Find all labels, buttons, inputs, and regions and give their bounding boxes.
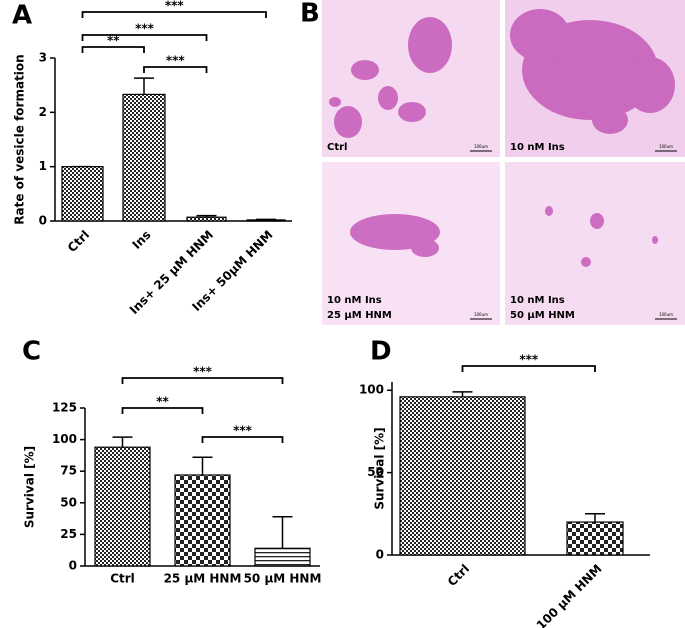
bar: [186, 216, 227, 222]
micrograph-label: Ctrl: [327, 142, 347, 153]
x-tick-label: Ctrl: [110, 572, 135, 586]
y-tick-label: 100: [359, 383, 384, 397]
y-tick-label: 50: [367, 465, 384, 479]
scale-label: 100um: [659, 144, 673, 149]
y-axis-label: Rate of vesicle formation: [13, 54, 27, 224]
significance-label: ***: [233, 424, 253, 438]
significance-bracket: [121, 407, 204, 414]
y-tick-label: 3: [39, 51, 47, 65]
y-tick-label: 100: [52, 432, 77, 446]
x-tick-label: Ins: [129, 228, 153, 252]
y-tick-label: 2: [39, 105, 47, 119]
bar: [61, 166, 104, 222]
y-axis-label: Survival [%]: [373, 427, 387, 509]
panel-letter: A: [12, 1, 32, 31]
panel-letter: B: [300, 0, 320, 29]
micrograph-label: 10 nM Ins: [327, 295, 382, 306]
significance-bracket: [201, 436, 284, 443]
y-tick-label: 50: [60, 495, 77, 509]
significance-label: ***: [166, 54, 186, 68]
y-axis-label: Survival [%]: [23, 446, 37, 528]
y-tick-label: 1: [39, 159, 47, 173]
significance-bracket: [461, 365, 596, 372]
significance-bracket: [143, 66, 208, 73]
x-tick-label: 100 µM HNM: [534, 562, 605, 628]
bar: [566, 521, 624, 556]
significance-label: ***: [193, 365, 213, 379]
scale-label: 100um: [474, 144, 488, 149]
panel-letter: C: [22, 337, 41, 367]
scale-label: 100um: [474, 312, 488, 317]
significance-label: **: [107, 34, 120, 48]
y-tick-label: 0: [69, 559, 77, 573]
panel-letter: D: [370, 337, 392, 367]
bar: [399, 396, 526, 556]
y-tick-label: 125: [52, 401, 77, 415]
x-tick-label: 25 µM HNM: [164, 572, 242, 586]
y-tick-label: 0: [376, 548, 384, 562]
significance-label: ***: [165, 0, 185, 13]
micrographs: [322, 0, 685, 325]
bar: [94, 446, 151, 567]
bar: [246, 219, 286, 222]
scale-label: 100um: [659, 312, 673, 317]
y-tick-label: 0: [39, 214, 47, 228]
micrograph-label: 50 µM HNM: [510, 310, 575, 321]
x-tick-label: 50 µM HNM: [244, 572, 322, 586]
significance-label: ***: [135, 22, 155, 36]
y-tick-label: 25: [60, 527, 77, 541]
micrograph-label: 25 µM HNM: [327, 310, 392, 321]
y-tick-label: 75: [60, 464, 77, 478]
bar: [174, 474, 231, 567]
x-tick-label: Ctrl: [65, 228, 92, 255]
bar: [122, 93, 166, 222]
micrograph-label: 10 nM Ins: [510, 295, 565, 306]
significance-bracket: [81, 11, 267, 18]
significance-bracket: [81, 46, 145, 53]
significance-label: **: [156, 395, 169, 409]
significance-bracket: [81, 34, 208, 41]
x-tick-label: Ctrl: [445, 562, 472, 589]
significance-label: ***: [519, 353, 539, 367]
significance-bracket: [121, 377, 284, 384]
bar: [254, 547, 311, 567]
micrograph-label: 10 nM Ins: [510, 142, 565, 153]
